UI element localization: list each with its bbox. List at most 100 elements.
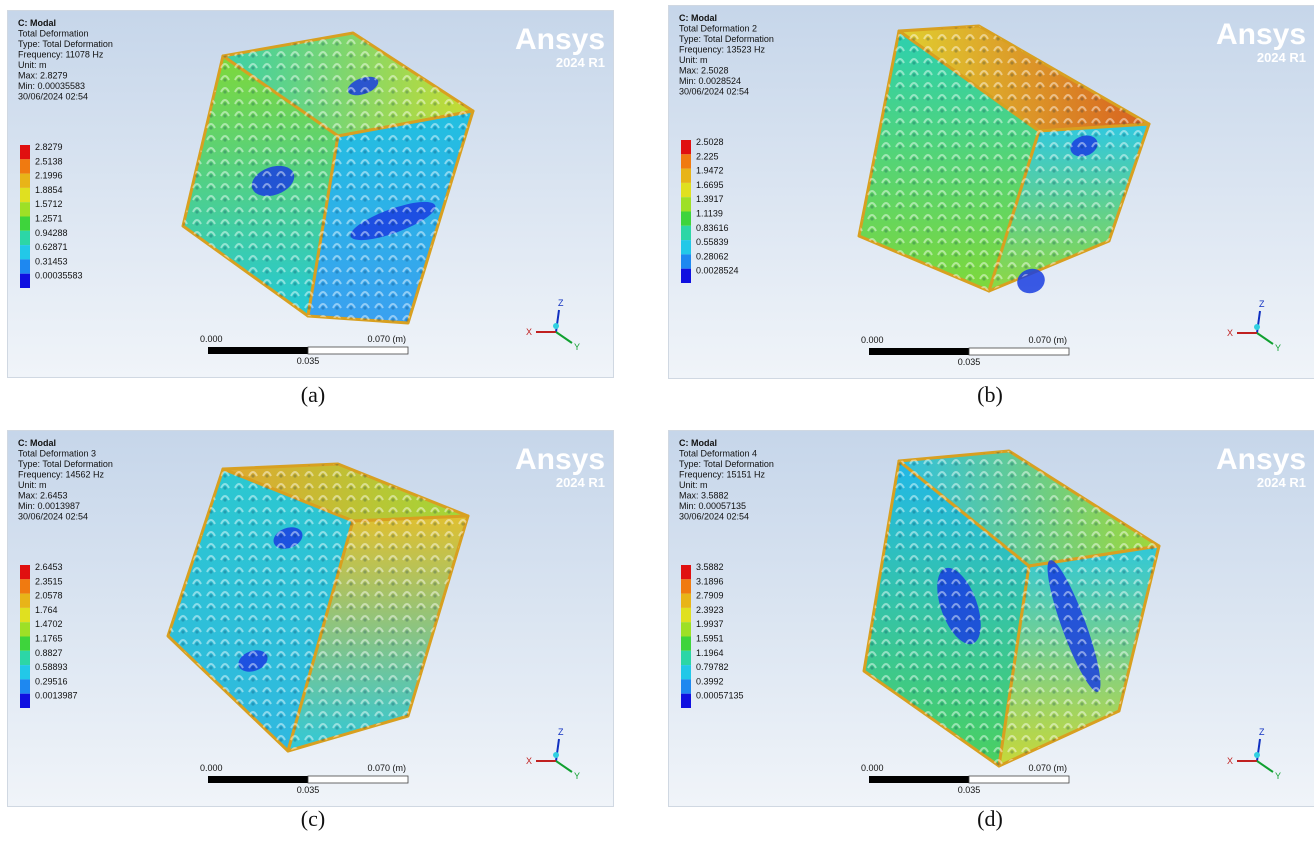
result-info: Min: 0.0013987 bbox=[18, 501, 80, 511]
result-info: Frequency: 14562 Hz bbox=[18, 470, 105, 480]
legend-label: 1.1139 bbox=[696, 209, 723, 219]
legend-label: 0.79782 bbox=[696, 662, 729, 672]
brand-version: 2024 R1 bbox=[556, 55, 605, 70]
legend-label: 1.3917 bbox=[696, 194, 724, 204]
legend-label: 0.58893 bbox=[35, 662, 68, 672]
scale-label: 0.070 (m) bbox=[1028, 763, 1067, 773]
legend-label: 3.1896 bbox=[696, 576, 724, 586]
legend-swatch bbox=[681, 183, 691, 197]
scale-label: 0.035 bbox=[297, 356, 320, 366]
axis-label: Y bbox=[1275, 771, 1281, 781]
legend-label: 2.3923 bbox=[696, 605, 724, 615]
legend-swatch bbox=[681, 140, 691, 154]
legend-swatch bbox=[20, 594, 30, 608]
result-info: Type: Total Deformation bbox=[18, 39, 113, 49]
legend-swatch bbox=[681, 594, 691, 608]
legend-label: 0.3992 bbox=[696, 676, 724, 686]
legend-label: 0.0028524 bbox=[696, 266, 739, 276]
legend-swatch bbox=[681, 154, 691, 168]
axis-label: Z bbox=[1259, 727, 1265, 737]
result-info: Unit: m bbox=[679, 480, 708, 490]
legend-label: 2.5138 bbox=[35, 156, 63, 166]
legend-label: 0.00035583 bbox=[35, 271, 83, 281]
result-info: Unit: m bbox=[679, 55, 708, 65]
legend-label: 1.9472 bbox=[696, 166, 724, 176]
axis-label: Z bbox=[1259, 299, 1265, 309]
legend-label: 1.764 bbox=[35, 605, 58, 615]
scale-label: 0.000 bbox=[861, 335, 884, 345]
result-info: 30/06/2024 02:54 bbox=[679, 87, 749, 97]
result-info: Max: 3.5882 bbox=[679, 491, 729, 501]
result-info: C: Modal bbox=[18, 438, 56, 448]
legend-label: 1.1964 bbox=[696, 648, 724, 658]
panel-caption: (c) bbox=[253, 806, 373, 832]
legend-swatch bbox=[20, 694, 30, 708]
legend-swatch bbox=[681, 240, 691, 254]
legend-label: 2.1996 bbox=[35, 171, 63, 181]
result-info: Min: 0.00057135 bbox=[679, 501, 746, 511]
legend-swatch bbox=[681, 226, 691, 240]
axis-label: Y bbox=[1275, 343, 1281, 353]
legend-swatch bbox=[20, 159, 30, 173]
legend-label: 2.7909 bbox=[696, 591, 724, 601]
panel-caption: (a) bbox=[253, 382, 373, 408]
legend-label: 0.8827 bbox=[35, 648, 63, 658]
legend-swatch bbox=[20, 274, 30, 288]
legend-swatch bbox=[681, 694, 691, 708]
legend-label: 1.9937 bbox=[696, 619, 724, 629]
scale-label: 0.035 bbox=[297, 785, 320, 795]
legend-swatch bbox=[20, 245, 30, 259]
axis-origin bbox=[1254, 324, 1260, 330]
legend-swatch bbox=[20, 231, 30, 245]
brand-version: 2024 R1 bbox=[556, 475, 605, 490]
scale-bar bbox=[208, 776, 308, 783]
axis-label: X bbox=[526, 756, 532, 766]
legend-label: 1.6695 bbox=[696, 180, 724, 190]
result-info: Max: 2.8279 bbox=[18, 71, 68, 81]
legend-swatch bbox=[681, 651, 691, 665]
axis-origin bbox=[553, 323, 559, 329]
legend-swatch bbox=[681, 579, 691, 593]
result-info: 30/06/2024 02:54 bbox=[18, 92, 88, 102]
scale-bar bbox=[869, 348, 969, 355]
axis-label: X bbox=[1227, 328, 1233, 338]
legend-label: 2.6453 bbox=[35, 562, 63, 572]
scale-label: 0.000 bbox=[200, 334, 223, 344]
scale-label: 0.000 bbox=[861, 763, 884, 773]
legend-label: 1.8854 bbox=[35, 185, 63, 195]
legend-swatch bbox=[681, 212, 691, 226]
panel-caption: (b) bbox=[930, 382, 1050, 408]
scale-bar bbox=[869, 776, 969, 783]
legend-swatch bbox=[20, 188, 30, 202]
brand-version: 2024 R1 bbox=[1257, 475, 1306, 490]
result-info: 30/06/2024 02:54 bbox=[679, 512, 749, 522]
result-info: Type: Total Deformation bbox=[679, 459, 774, 469]
legend-label: 2.0578 bbox=[35, 591, 63, 601]
panel-caption: (d) bbox=[930, 806, 1050, 832]
legend-swatch bbox=[20, 651, 30, 665]
legend-label: 1.5712 bbox=[35, 199, 63, 209]
legend-label: 0.28062 bbox=[696, 251, 729, 261]
legend-label: 0.0013987 bbox=[35, 691, 78, 701]
legend-swatch bbox=[20, 579, 30, 593]
legend-label: 1.2571 bbox=[35, 214, 63, 224]
legend-swatch bbox=[20, 565, 30, 579]
legend-swatch bbox=[20, 259, 30, 273]
brand-logo: Ansys bbox=[515, 443, 605, 476]
result-info: Unit: m bbox=[18, 60, 47, 70]
result-info: Type: Total Deformation bbox=[18, 459, 113, 469]
brand-version: 2024 R1 bbox=[1257, 50, 1306, 65]
legend-swatch bbox=[20, 174, 30, 188]
legend-swatch bbox=[681, 622, 691, 636]
legend-label: 2.8279 bbox=[35, 142, 63, 152]
viewport: C: ModalTotal Deformation 3Type: Total D… bbox=[8, 431, 613, 806]
legend-swatch bbox=[20, 608, 30, 622]
legend-label: 1.5951 bbox=[696, 634, 724, 644]
result-info: Min: 0.00035583 bbox=[18, 81, 85, 91]
result-info: Total Deformation 3 bbox=[18, 449, 96, 459]
scale-bar bbox=[208, 347, 308, 354]
screenshot-panel: C: ModalTotal Deformation 4Type: Total D… bbox=[668, 430, 1314, 807]
result-info: Min: 0.0028524 bbox=[679, 76, 741, 86]
legend-swatch bbox=[20, 622, 30, 636]
result-info: C: Modal bbox=[679, 438, 717, 448]
